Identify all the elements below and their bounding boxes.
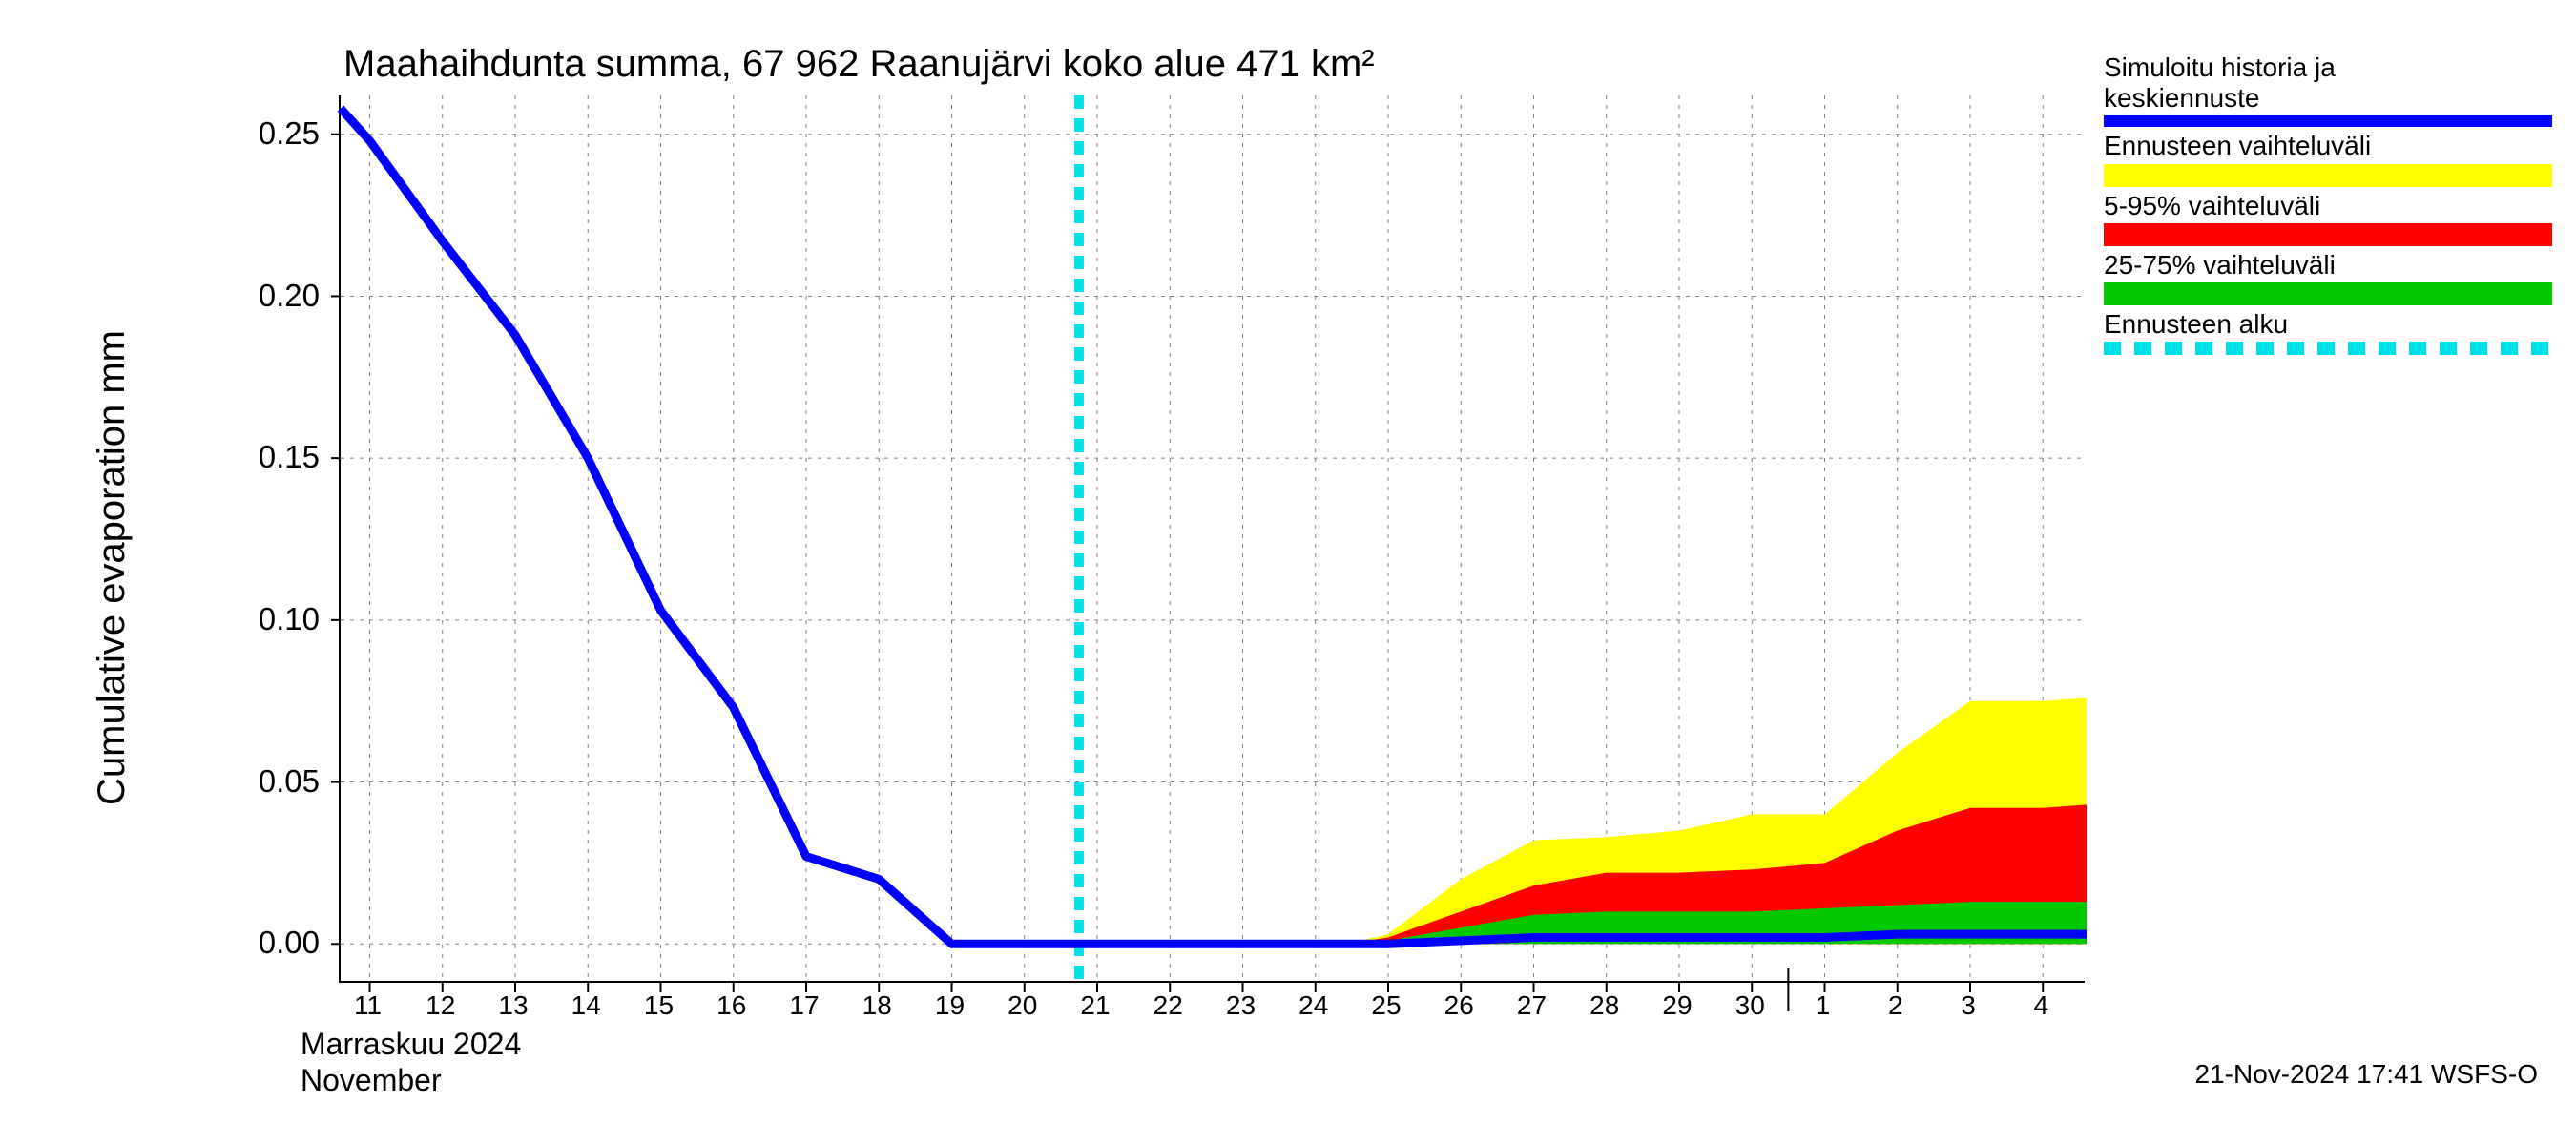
xtick-label: 22 — [1139, 990, 1196, 1021]
ytick-label: 0.25 — [224, 115, 320, 152]
xtick-label: 24 — [1285, 990, 1342, 1021]
xtick-label: 30 — [1721, 990, 1778, 1021]
xtick-label: 13 — [485, 990, 542, 1021]
xtick-label: 18 — [848, 990, 905, 1021]
legend-swatch — [2104, 282, 2552, 305]
legend-entry: Ennusteen vaihteluväli — [2104, 131, 2552, 186]
legend-label: 25-75% vaihteluväli — [2104, 250, 2552, 281]
legend-entry: Simuloitu historia jakeskiennuste — [2104, 52, 2552, 127]
xtick-label: 4 — [2012, 990, 2069, 1021]
xtick-label: 27 — [1504, 990, 1561, 1021]
plot-svg — [341, 95, 2087, 983]
xtick-label: 23 — [1213, 990, 1270, 1021]
ytick-label: 0.05 — [224, 763, 320, 800]
xtick-label: 28 — [1576, 990, 1633, 1021]
xtick-label: 1 — [1795, 990, 1852, 1021]
legend-label: Simuloitu historia jakeskiennuste — [2104, 52, 2552, 114]
xtick-label: 20 — [994, 990, 1051, 1021]
chart-container: { "layout": { "page_w": 2700, "page_h": … — [0, 0, 2576, 1145]
x-axis-label: Marraskuu 2024 November — [301, 1026, 521, 1099]
xtick-label: 29 — [1649, 990, 1706, 1021]
ytick-label: 0.00 — [224, 925, 320, 961]
legend-entry: 25-75% vaihteluväli — [2104, 250, 2552, 305]
xtick-label: 25 — [1358, 990, 1415, 1021]
legend-label: Ennusteen alku — [2104, 309, 2552, 340]
legend-label: Ennusteen vaihteluväli — [2104, 131, 2552, 161]
y-axis-label: Cumulative evaporation mm — [91, 330, 134, 805]
xtick-label: 17 — [776, 990, 833, 1021]
timestamp-label: 21-Nov-2024 17:41 WSFS-O — [2195, 1059, 2539, 1090]
ytick-label: 0.15 — [224, 439, 320, 475]
legend-label: 5-95% vaihteluväli — [2104, 191, 2552, 221]
xtick-label: 21 — [1067, 990, 1124, 1021]
ytick-label: 0.20 — [224, 278, 320, 314]
xtick-label: 12 — [412, 990, 469, 1021]
xtick-label: 16 — [703, 990, 760, 1021]
legend-swatch — [2104, 223, 2552, 246]
xtick-label: 15 — [631, 990, 688, 1021]
legend-swatch — [2104, 342, 2552, 355]
legend-swatch — [2104, 115, 2552, 127]
legend: Simuloitu historia jakeskiennuste Ennuste… — [2104, 52, 2552, 359]
chart-title: Maahaihdunta summa, 67 962 Raanujärvi ko… — [343, 43, 1375, 86]
xtick-label: 11 — [340, 990, 397, 1021]
x-axis-label-line1: Marraskuu 2024 — [301, 1026, 521, 1062]
legend-swatch — [2104, 164, 2552, 187]
xtick-label: 2 — [1867, 990, 1924, 1021]
xtick-label: 3 — [1940, 990, 1997, 1021]
legend-entry: Ennusteen alku — [2104, 309, 2552, 355]
x-axis-label-line2: November — [301, 1062, 521, 1098]
ytick-label: 0.10 — [224, 601, 320, 637]
legend-entry: 5-95% vaihteluväli — [2104, 191, 2552, 246]
xtick-label: 14 — [557, 990, 614, 1021]
xtick-label: 19 — [922, 990, 979, 1021]
xtick-label: 26 — [1430, 990, 1487, 1021]
plot-area — [339, 95, 2085, 983]
